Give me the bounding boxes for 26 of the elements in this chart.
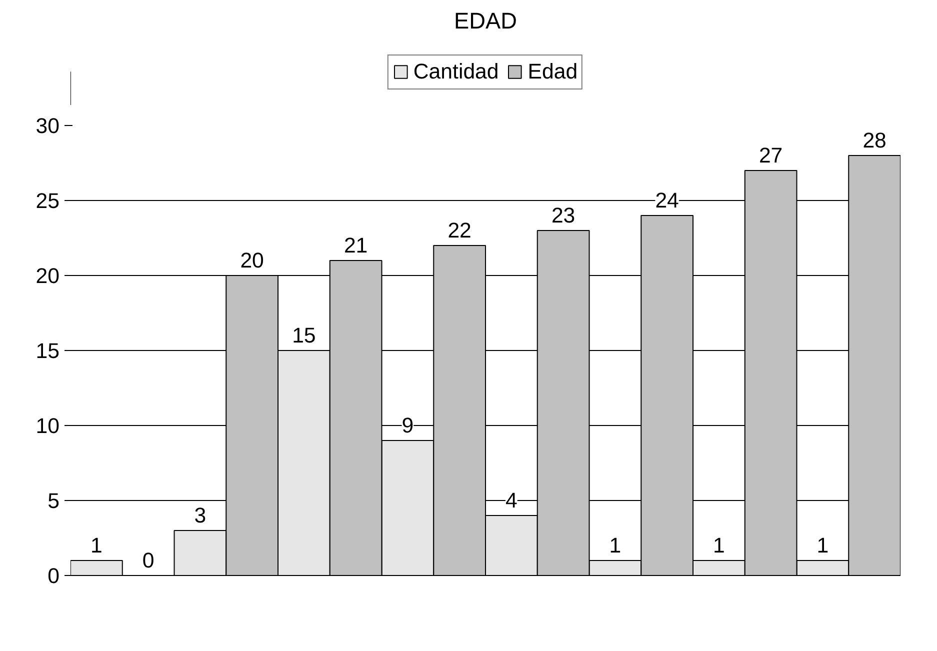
y-tick-label: 15	[36, 339, 60, 363]
data-label: 27	[758, 144, 783, 168]
data-label: 1	[713, 534, 725, 558]
data-label: 1	[816, 534, 829, 558]
y-tick-label: 0	[48, 564, 60, 588]
data-label: 9	[402, 414, 414, 438]
data-label: 1	[609, 534, 622, 558]
legend-label: Edad	[528, 59, 578, 84]
y-tick-label: 5	[48, 489, 60, 513]
data-label: 1	[90, 534, 102, 558]
data-label: 15	[292, 324, 316, 348]
data-label: 22	[448, 218, 472, 242]
data-label: 3	[194, 504, 206, 528]
y-tick-label: 30	[36, 114, 60, 138]
data-label: 4	[506, 488, 518, 512]
y-tick-label: 20	[36, 264, 60, 288]
data-label: 21	[344, 234, 368, 258]
data-label: 23	[551, 204, 576, 228]
data-label: 20	[240, 248, 264, 272]
data-label: 28	[862, 128, 886, 152]
legend-label: Cantidad	[413, 59, 499, 84]
y-tick-label: 10	[36, 414, 60, 438]
data-label: 0	[142, 548, 154, 572]
data-label: 24	[655, 188, 680, 212]
y-tick-label: 25	[36, 189, 60, 213]
chart-title: EDAD	[454, 8, 517, 34]
